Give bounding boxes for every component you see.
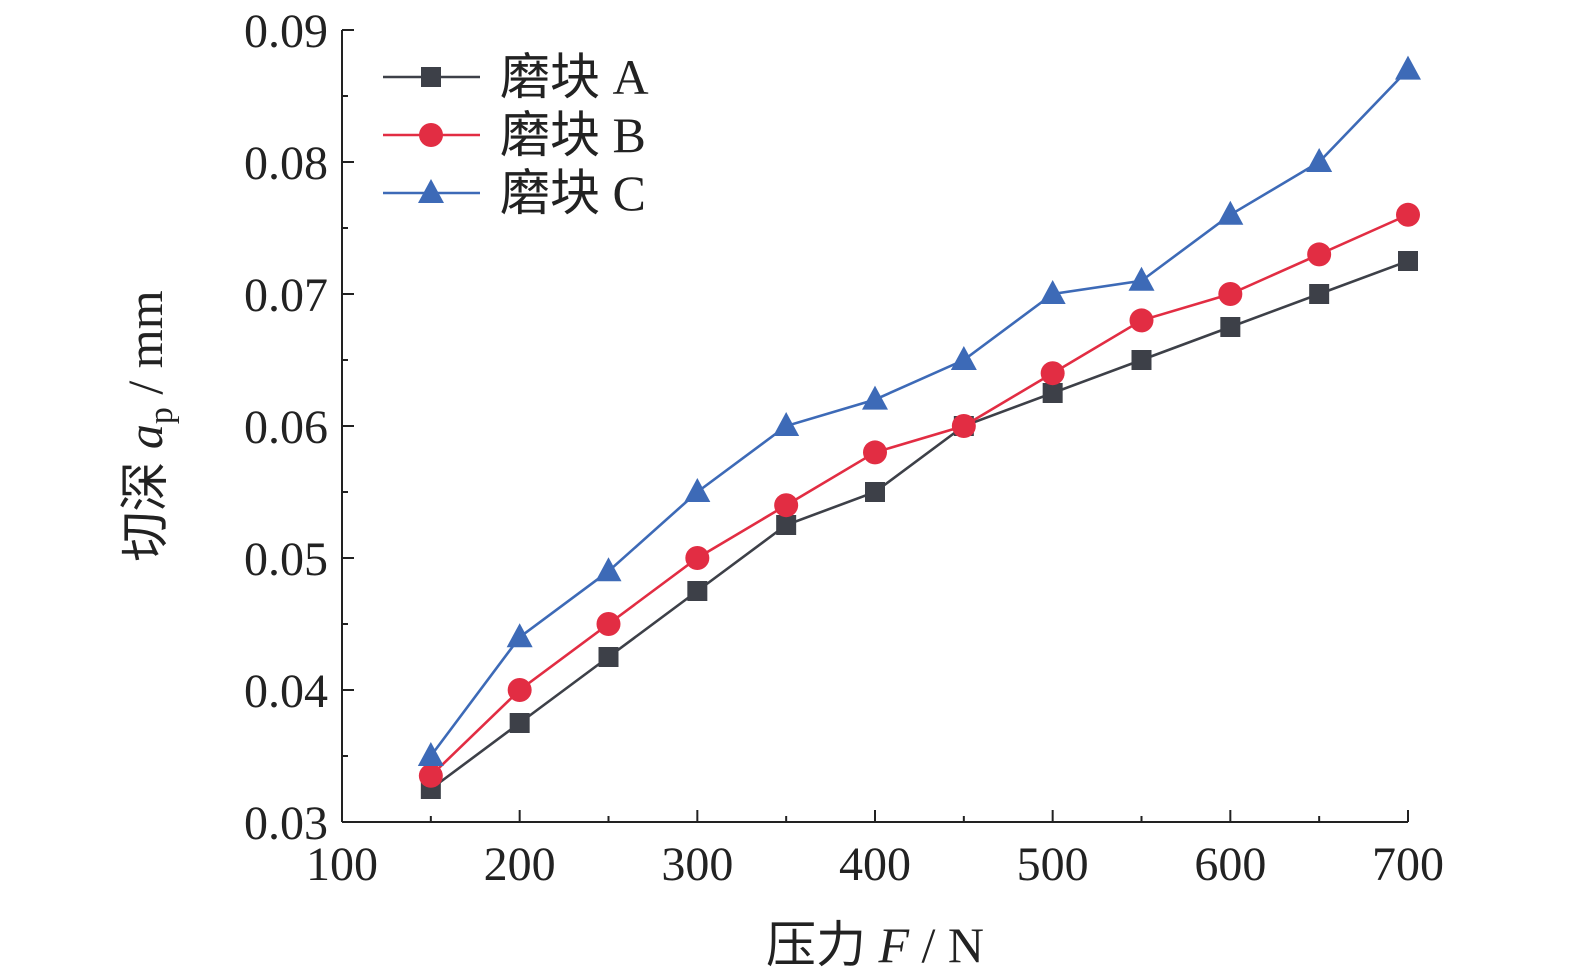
x-axis-title: 压力 F / N <box>766 917 984 973</box>
data-point <box>862 385 888 410</box>
series-line <box>429 68 1409 757</box>
data-point <box>509 713 530 733</box>
legend-item: 磨块 A <box>383 49 649 105</box>
x-tick-label: 700 <box>1372 838 1444 891</box>
data-point <box>595 557 622 582</box>
y-tick-label: 0.07 <box>244 269 328 322</box>
y-axis-title-post: / mm <box>117 290 173 407</box>
data-point <box>506 623 533 648</box>
data-point <box>1307 242 1332 267</box>
y-tick-label: 0.05 <box>244 533 328 586</box>
x-tick-label: 100 <box>306 838 378 891</box>
data-point <box>774 493 799 518</box>
y-tick-label: 0.06 <box>244 401 328 454</box>
data-point <box>776 515 797 535</box>
data-point <box>865 482 885 502</box>
legend-item: 磨块 C <box>383 165 646 221</box>
data-point <box>1040 361 1065 386</box>
data-point <box>950 346 977 370</box>
series-line <box>429 213 1409 777</box>
y-axis-title-sub: p <box>143 407 180 424</box>
data-point <box>418 763 443 788</box>
legend-label: 磨块 A <box>500 49 649 105</box>
y-tick-label: 0.09 <box>244 5 328 58</box>
data-point <box>1128 266 1155 291</box>
y-tick-label: 0.08 <box>244 137 328 190</box>
data-point <box>773 412 800 436</box>
x-tick-label: 200 <box>484 838 556 891</box>
series-1 <box>418 202 1420 788</box>
data-point <box>417 742 444 766</box>
data-point <box>507 678 532 702</box>
y-axis-title: 切深 ap / mm <box>117 290 180 561</box>
series-0 <box>420 251 1418 799</box>
data-point <box>951 414 976 438</box>
data-point <box>684 478 711 502</box>
data-point <box>1039 280 1066 304</box>
x-axis-title-var: F <box>877 917 909 973</box>
data-point <box>685 546 710 570</box>
series-2 <box>417 55 1421 766</box>
y-tick-label: 0.03 <box>244 797 328 850</box>
data-point <box>1309 284 1330 304</box>
y-axis-title-var: a <box>117 424 173 449</box>
x-tick-label: 300 <box>661 838 733 891</box>
x-tick-label: 400 <box>839 838 911 891</box>
y-axis-title-pre: 切深 <box>117 449 173 562</box>
series-layer <box>417 55 1421 799</box>
data-point <box>596 612 621 636</box>
data-point <box>1220 317 1241 337</box>
x-ticks: 100 200 300 400 500 600 700 <box>306 810 1444 891</box>
data-point <box>1396 202 1420 227</box>
legend-marker <box>419 123 443 147</box>
legend-marker <box>421 67 441 87</box>
data-point <box>1129 308 1154 333</box>
legend-label: 磨块 C <box>500 165 646 221</box>
data-point <box>1042 383 1063 403</box>
data-point <box>1217 200 1244 225</box>
x-tick-label: 600 <box>1194 838 1266 891</box>
y-tick-label: 0.04 <box>244 665 328 718</box>
legend-marker <box>418 179 444 203</box>
data-point <box>1218 282 1243 306</box>
data-point <box>687 581 708 601</box>
y-ticks: 0.03 0.04 0.05 0.06 0.07 0.08 0.09 <box>244 5 354 850</box>
x-tick-label: 500 <box>1017 838 1089 891</box>
legend-item: 磨块 B <box>383 107 646 163</box>
legend: 磨块 A磨块 B磨块 C <box>383 49 649 221</box>
data-point <box>1398 251 1418 271</box>
legend-label: 磨块 B <box>500 107 646 163</box>
data-point <box>598 647 619 667</box>
data-point <box>863 440 887 465</box>
x-axis-title-pre: 压力 <box>766 917 879 973</box>
data-point <box>1306 148 1333 172</box>
data-point <box>1131 350 1152 370</box>
data-point <box>1395 55 1421 80</box>
x-axis-title-post: / N <box>909 917 984 973</box>
series-line <box>430 259 1409 791</box>
